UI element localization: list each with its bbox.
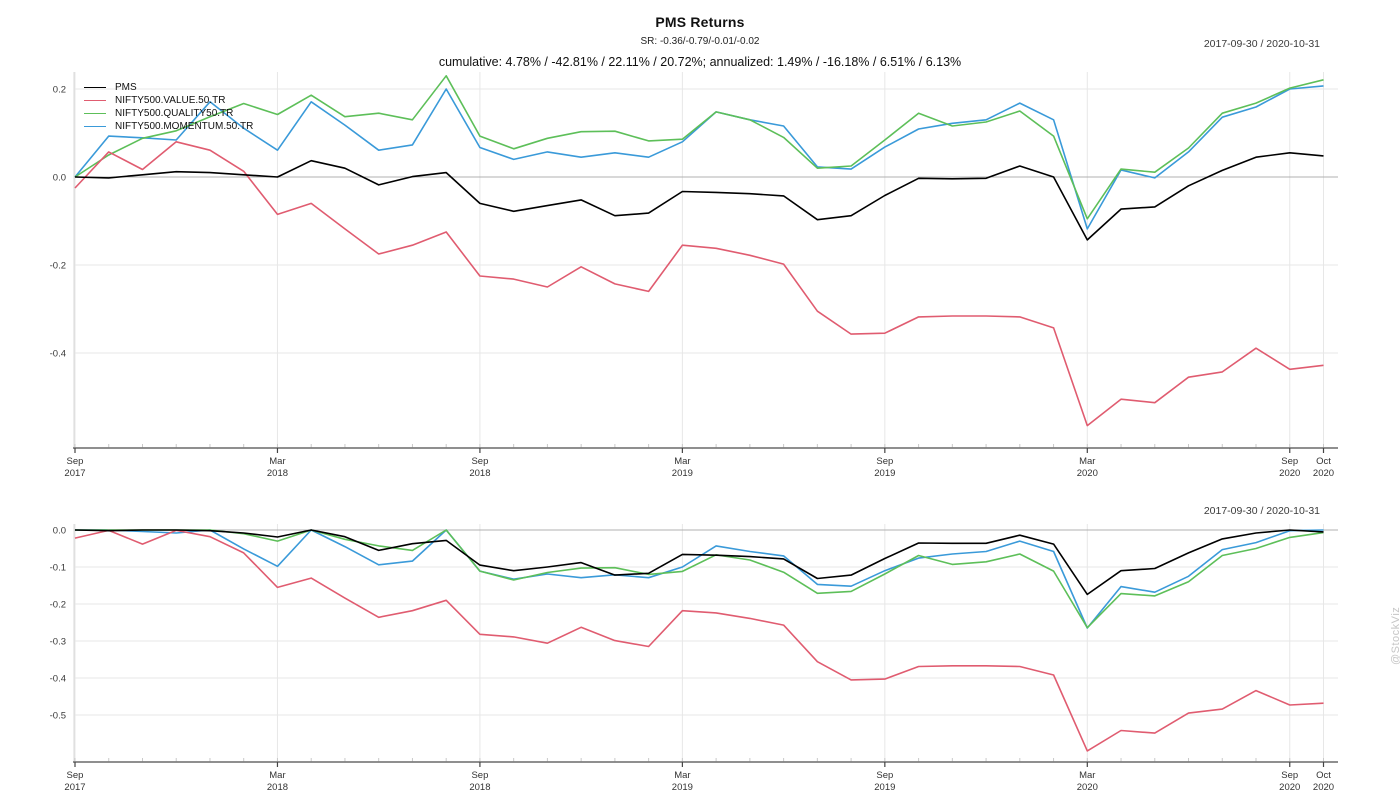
- date-range-top-panel: 2017-09-30 / 2020-10-31: [1203, 38, 1320, 50]
- svg-text:0.0: 0.0: [53, 526, 66, 537]
- svg-text:-0.4: -0.4: [50, 349, 66, 360]
- svg-text:Sep: Sep: [1281, 770, 1298, 781]
- watermark: @StockViz: [1390, 606, 1400, 665]
- svg-text:2018: 2018: [469, 782, 490, 793]
- svg-text:Oct: Oct: [1316, 770, 1331, 781]
- chart-subtitle-sharpe-ratios: SR: -0.36/-0.79/-0.01/-0.02: [640, 36, 760, 47]
- svg-text:Sep: Sep: [876, 456, 893, 467]
- svg-text:2017: 2017: [64, 468, 85, 479]
- legend-line-sample: [84, 126, 106, 127]
- svg-text:-0.2: -0.2: [50, 261, 66, 272]
- series-line-pms: [74, 529, 1324, 596]
- svg-text:2020: 2020: [1077, 782, 1098, 793]
- legend: PMS NIFTY500.VALUE.50.TR NIFTY500.QUALITY5…: [84, 81, 253, 133]
- svg-text:2019: 2019: [874, 782, 895, 793]
- svg-text:-0.4: -0.4: [50, 674, 66, 685]
- series-line-nifty500-quality50-tr: [74, 75, 1324, 220]
- legend-line-sample: [84, 100, 106, 101]
- svg-text:-0.3: -0.3: [50, 637, 66, 648]
- svg-text:2020: 2020: [1077, 468, 1098, 479]
- svg-text:-0.1: -0.1: [50, 563, 66, 574]
- cumulative-annualized-stats: cumulative: 4.78% / -42.81% / 22.11% / 2…: [438, 55, 962, 69]
- series-line-nifty500-value-50-tr: [74, 529, 1324, 752]
- svg-text:2020: 2020: [1313, 782, 1334, 793]
- series-line-pms: [74, 152, 1324, 241]
- series-line-nifty500-quality50-tr: [75, 529, 1324, 629]
- svg-text:2020: 2020: [1313, 468, 1334, 479]
- legend-item: NIFTY500.QUALITY50.TR: [84, 107, 253, 120]
- svg-text:-0.5: -0.5: [50, 711, 66, 722]
- series-line-nifty500-value-50-tr: [74, 141, 1324, 427]
- svg-text:2019: 2019: [874, 468, 895, 479]
- svg-text:2017: 2017: [64, 782, 85, 793]
- svg-text:Oct: Oct: [1316, 456, 1331, 467]
- date-range-bottom-panel: 2017-09-30 / 2020-10-31: [1203, 505, 1320, 517]
- legend-line-sample: [84, 87, 106, 88]
- svg-text:Mar: Mar: [1079, 770, 1095, 781]
- svg-text:2018: 2018: [469, 468, 490, 479]
- legend-label: PMS: [115, 82, 137, 93]
- svg-text:2020: 2020: [1279, 782, 1300, 793]
- legend-label: NIFTY500.MOMENTUM.50.TR: [115, 121, 254, 132]
- svg-text:0.2: 0.2: [53, 85, 66, 96]
- svg-text:2019: 2019: [672, 782, 693, 793]
- legend-line-sample: [84, 113, 106, 114]
- svg-text:Sep: Sep: [67, 456, 84, 467]
- svg-text:Mar: Mar: [269, 456, 285, 467]
- svg-text:Mar: Mar: [269, 770, 285, 781]
- svg-text:Mar: Mar: [674, 770, 690, 781]
- legend-label: NIFTY500.VALUE.50.TR: [115, 95, 226, 106]
- svg-text:-0.2: -0.2: [50, 600, 66, 611]
- series-line-nifty500-momentum-50-tr: [75, 529, 1324, 629]
- svg-text:Sep: Sep: [471, 456, 488, 467]
- legend-item: NIFTY500.VALUE.50.TR: [84, 94, 253, 107]
- svg-text:Mar: Mar: [1079, 456, 1095, 467]
- svg-text:Sep: Sep: [1281, 456, 1298, 467]
- svg-text:2019: 2019: [672, 468, 693, 479]
- svg-text:0.0: 0.0: [53, 173, 66, 184]
- legend-item: PMS: [84, 81, 253, 94]
- series-line-nifty500-momentum-50-tr: [74, 85, 1324, 230]
- svg-text:2020: 2020: [1279, 468, 1300, 479]
- legend-label: NIFTY500.QUALITY50.TR: [115, 108, 234, 119]
- svg-text:Sep: Sep: [67, 770, 84, 781]
- svg-text:2018: 2018: [267, 468, 288, 479]
- svg-text:Sep: Sep: [471, 770, 488, 781]
- svg-text:Mar: Mar: [674, 456, 690, 467]
- page-title: PMS Returns: [655, 14, 745, 30]
- legend-item: NIFTY500.MOMENTUM.50.TR: [84, 120, 253, 133]
- svg-text:Sep: Sep: [876, 770, 893, 781]
- svg-text:2018: 2018: [267, 782, 288, 793]
